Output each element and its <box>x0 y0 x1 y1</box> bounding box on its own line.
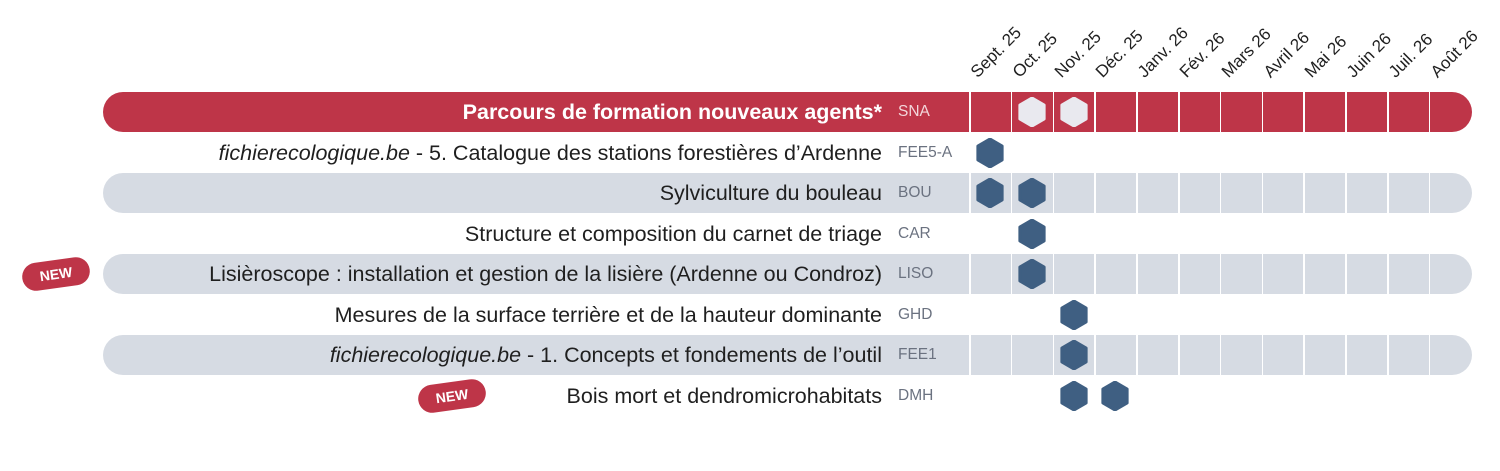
month-divider <box>1387 173 1389 213</box>
course-code: FEE1 <box>898 346 937 363</box>
month-divider <box>1428 254 1431 294</box>
month-label: Juin 26 <box>1343 29 1396 82</box>
session-hexagon-icon[interactable] <box>1017 96 1047 128</box>
month-divider <box>1387 254 1389 294</box>
month-divider <box>1178 335 1180 375</box>
session-hexagon-icon[interactable] <box>1059 339 1089 371</box>
course-title-text: - 5. Catalogue des stations forestières … <box>409 140 882 165</box>
month-divider <box>1303 254 1305 294</box>
course-title[interactable]: Bois mort et dendromicrohabitats <box>567 376 882 416</box>
month-divider <box>1428 173 1431 213</box>
month-divider <box>1303 335 1305 375</box>
month-divider <box>1136 254 1138 294</box>
month-divider <box>1387 92 1389 132</box>
month-divider <box>1010 92 1013 132</box>
course-row-band[interactable] <box>103 173 1472 213</box>
course-title[interactable]: fichierecologique.be - 1. Concepts et fo… <box>330 335 882 375</box>
month-divider <box>1219 254 1222 294</box>
course-title[interactable]: fichierecologique.be - 5. Catalogue des … <box>219 133 882 173</box>
month-divider <box>1094 335 1096 375</box>
month-divider <box>1094 92 1096 132</box>
month-divider <box>1261 335 1264 375</box>
session-hexagon-icon[interactable] <box>1059 380 1089 411</box>
month-divider <box>1136 173 1138 213</box>
month-divider <box>1136 335 1138 375</box>
month-divider <box>969 173 971 213</box>
course-row-band[interactable] <box>103 254 1472 294</box>
month-divider <box>1010 254 1013 294</box>
course-title[interactable]: Structure et composition du carnet de tr… <box>465 214 882 254</box>
month-divider <box>1178 92 1180 132</box>
course-title-text: Lisièroscope : installation et gestion d… <box>209 262 882 286</box>
month-divider <box>1428 335 1431 375</box>
session-hexagon-icon[interactable] <box>1100 380 1130 411</box>
course-title-text: Mesures de la surface terrière et de la … <box>334 302 882 327</box>
course-title-site: fichierecologique.be <box>218 140 410 165</box>
course-title-text: Structure et composition du carnet de tr… <box>464 221 882 246</box>
month-divider <box>1010 335 1013 375</box>
month-divider <box>1261 92 1264 132</box>
month-divider <box>1094 173 1096 213</box>
course-title[interactable]: Mesures de la surface terrière et de la … <box>335 295 882 335</box>
session-hexagon-icon[interactable] <box>1059 299 1089 330</box>
month-divider <box>1010 173 1013 213</box>
month-divider <box>1303 92 1305 132</box>
month-divider <box>1345 335 1347 375</box>
course-title[interactable]: Lisièroscope : installation et gestion d… <box>209 254 882 294</box>
course-title-text: Bois mort et dendromicrohabitats <box>566 383 882 408</box>
month-divider <box>1261 254 1264 294</box>
course-code: FEE5-A <box>898 143 953 161</box>
session-hexagon-icon[interactable] <box>975 137 1005 168</box>
month-divider <box>969 335 971 375</box>
month-divider <box>1052 173 1055 213</box>
session-hexagon-icon[interactable] <box>1017 258 1047 290</box>
month-label: Août 26 <box>1426 26 1482 82</box>
month-divider <box>969 254 971 294</box>
course-code: GHD <box>898 305 933 323</box>
month-divider <box>1345 92 1347 132</box>
month-divider <box>1387 335 1389 375</box>
course-title-text: - 1. Concepts et fondements de l’outil <box>521 343 882 367</box>
course-code: SNA <box>898 103 930 120</box>
course-title-text: Sylviculture du bouleau <box>659 181 882 205</box>
course-title[interactable]: Parcours de formation nouveaux agents* <box>463 92 882 132</box>
month-label: Juil. 26 <box>1384 29 1437 82</box>
course-code: BOU <box>898 184 932 201</box>
session-hexagon-icon[interactable] <box>975 177 1005 209</box>
course-title-text: Parcours de formation nouveaux agents* <box>462 100 882 124</box>
month-divider <box>1219 335 1222 375</box>
month-divider <box>1052 254 1055 294</box>
course-row-band[interactable] <box>103 335 1472 375</box>
month-divider <box>1345 254 1347 294</box>
month-divider <box>1303 173 1305 213</box>
new-badge: NEW <box>416 376 488 415</box>
course-code: LISO <box>898 265 934 282</box>
month-divider <box>1178 173 1180 213</box>
session-hexagon-icon[interactable] <box>1017 218 1047 249</box>
month-divider <box>1428 92 1431 132</box>
month-divider <box>1136 92 1138 132</box>
session-hexagon-icon[interactable] <box>1059 96 1089 128</box>
session-hexagon-icon[interactable] <box>1017 177 1047 209</box>
new-badge: NEW <box>20 255 92 293</box>
course-title-site: fichierecologique.be <box>329 343 522 367</box>
month-divider <box>969 92 971 132</box>
month-divider <box>1345 173 1347 213</box>
month-divider <box>1178 254 1180 294</box>
month-divider <box>1052 92 1055 132</box>
month-divider <box>1219 173 1222 213</box>
course-code: DMH <box>898 386 934 404</box>
featured-course-band[interactable] <box>103 92 1472 132</box>
course-code: CAR <box>898 224 931 242</box>
month-divider <box>1261 173 1264 213</box>
month-divider <box>1219 92 1222 132</box>
month-divider <box>1052 335 1055 375</box>
course-title[interactable]: Sylviculture du bouleau <box>660 173 882 213</box>
month-divider <box>1094 254 1096 294</box>
